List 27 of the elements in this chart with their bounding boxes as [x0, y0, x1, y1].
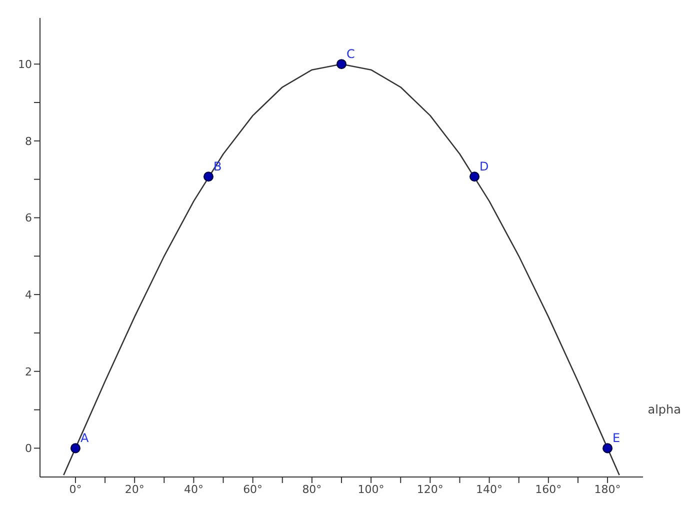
- x-tick-label: 180°: [594, 482, 621, 496]
- x-tick-label: 100°: [358, 482, 384, 496]
- x-axis-title: alpha: [648, 402, 681, 417]
- x-tick-label: 80°: [302, 482, 322, 496]
- annotation: A: [80, 431, 90, 446]
- x-tick-label: 120°: [416, 482, 444, 496]
- y-tick-label: 0: [25, 442, 32, 456]
- annotation: C: [346, 47, 355, 62]
- point: [336, 59, 347, 70]
- y-tick-label: 2: [25, 365, 32, 378]
- y-tick-label: 4: [25, 288, 32, 302]
- x-tick-label: 60°: [243, 482, 263, 496]
- x-tick-label: 140°: [476, 482, 503, 496]
- y-tick-label: 8: [25, 134, 32, 148]
- point: [70, 443, 80, 454]
- point: [203, 172, 214, 182]
- x-tick-label: 0°: [69, 482, 82, 496]
- point: [470, 172, 480, 182]
- y-tick-label: 6: [25, 212, 32, 225]
- x-tick-label: 40°: [184, 482, 204, 496]
- x-tick-label: 20°: [124, 482, 144, 496]
- annotation: B: [213, 160, 222, 174]
- point: [602, 443, 613, 454]
- annotation: E: [612, 431, 620, 446]
- y-tick-label: 10: [18, 58, 32, 71]
- annotation: D: [480, 160, 489, 174]
- x-tick-label: 160°: [535, 482, 562, 496]
